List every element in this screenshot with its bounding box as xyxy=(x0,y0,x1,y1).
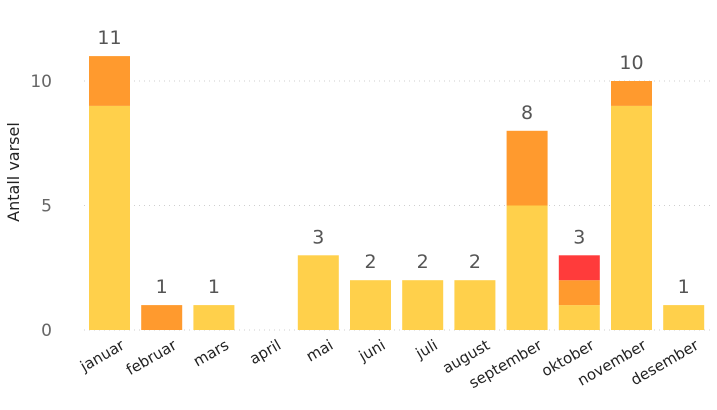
y-axis-ticks: 0 5 10 xyxy=(30,72,52,341)
data-label-desember: 1 xyxy=(678,276,690,298)
data-label-november: 10 xyxy=(619,52,643,74)
bar-segment-september-1 xyxy=(506,130,548,206)
bar-segment-oktober-0 xyxy=(558,305,600,330)
data-label-september: 8 xyxy=(521,102,533,124)
bar-segment-februar-1 xyxy=(141,305,183,330)
y-tick-label: 5 xyxy=(41,197,52,217)
bar-segment-oktober-1 xyxy=(558,280,600,306)
bar-segment-juli-0 xyxy=(402,280,444,330)
bars xyxy=(89,56,705,331)
bar-segment-september-0 xyxy=(506,205,548,330)
bar-segment-november-1 xyxy=(611,81,652,106)
bar-segment-august-0 xyxy=(454,280,496,330)
bar-segment-juni-0 xyxy=(350,280,391,330)
bar-segment-mai-0 xyxy=(297,255,339,330)
x-tick-label-juni: juni xyxy=(355,336,389,366)
x-tick-label-april: april xyxy=(246,336,284,368)
data-label-januar: 11 xyxy=(97,27,121,49)
x-tick-label-juli: juli xyxy=(412,336,441,363)
data-label-juni: 2 xyxy=(364,251,376,273)
bar-segment-oktober-2 xyxy=(558,255,600,281)
bar-segment-mars-0 xyxy=(193,305,235,330)
x-tick-label-februar: februar xyxy=(123,335,180,379)
y-tick-label: 0 xyxy=(41,321,52,341)
bar-segment-januar-0 xyxy=(89,105,130,331)
data-label-mai: 3 xyxy=(312,226,324,248)
data-label-juli: 2 xyxy=(417,251,429,273)
bar-segment-desember-0 xyxy=(663,305,705,330)
x-tick-label-mai: mai xyxy=(303,336,336,366)
data-label-februar: 1 xyxy=(156,276,168,298)
data-label-mars: 1 xyxy=(208,276,220,298)
y-axis-label: Antall varsel xyxy=(4,122,23,222)
y-tick-label: 10 xyxy=(30,72,52,92)
data-label-oktober: 3 xyxy=(573,226,585,248)
x-tick-label-januar: januar xyxy=(76,335,128,375)
bar-segment-november-0 xyxy=(611,105,652,331)
bar-segment-januar-1 xyxy=(89,56,130,106)
x-tick-label-mars: mars xyxy=(190,336,232,371)
data-label-august: 2 xyxy=(469,251,481,273)
